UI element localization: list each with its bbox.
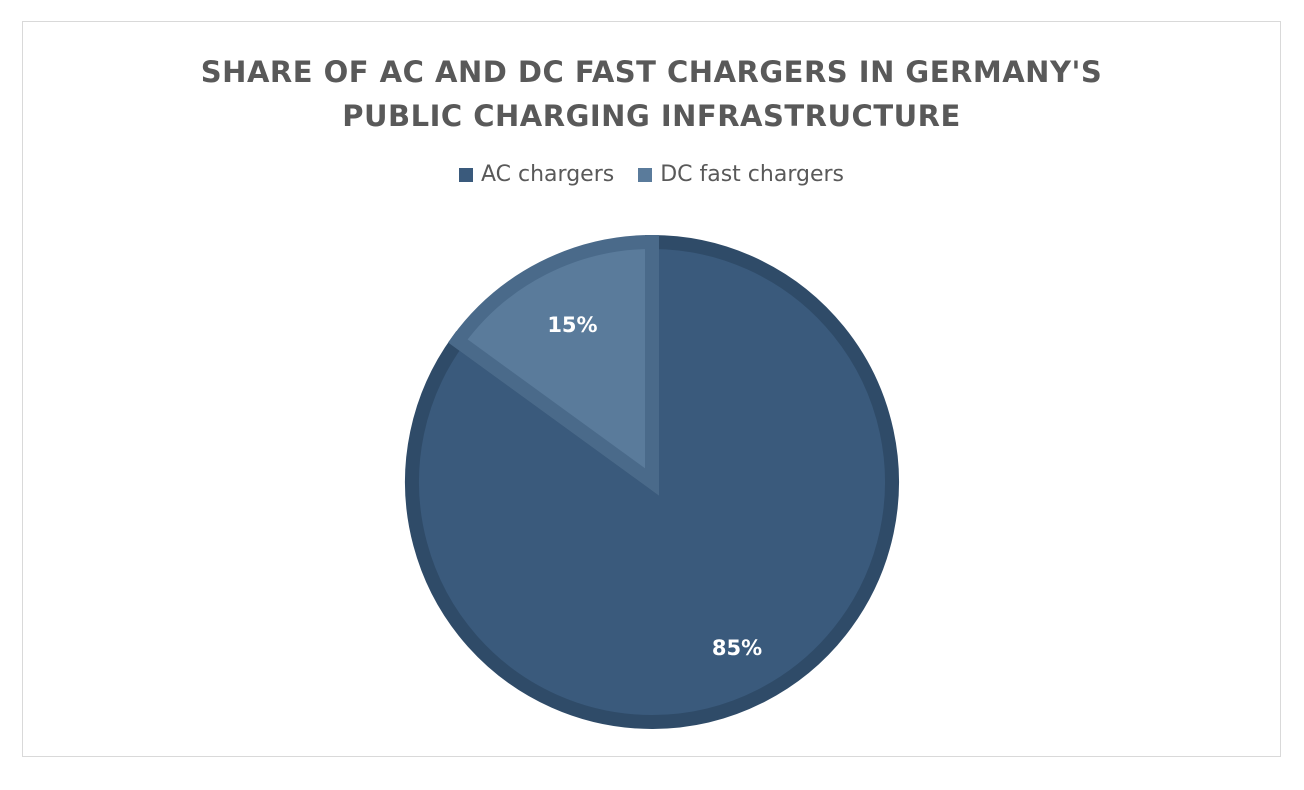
chart-title-line-2: PUBLIC CHARGING INFRASTRUCTURE [342, 99, 961, 133]
chart-title: SHARE OF AC AND DC FAST CHARGERS IN GERM… [23, 50, 1280, 138]
pie-slice-dc-fast-chargers[interactable] [448, 234, 659, 496]
legend: AC chargers DC fast chargers [23, 162, 1280, 187]
data-label-dc-fast-chargers: 15% [547, 313, 597, 337]
legend-item-dc-fast-chargers[interactable]: DC fast chargers [638, 162, 844, 187]
legend-label-dc: DC fast chargers [660, 162, 844, 187]
legend-swatch-ac [459, 167, 473, 182]
pie-chart: 85% 15% [405, 234, 899, 729]
legend-swatch-dc [638, 167, 653, 182]
legend-item-ac-chargers[interactable]: AC chargers [459, 162, 614, 187]
chart-area: SHARE OF AC AND DC FAST CHARGERS IN GERM… [22, 21, 1281, 757]
legend-label-ac: AC chargers [481, 162, 615, 187]
chart-title-line-1: SHARE OF AC AND DC FAST CHARGERS IN GERM… [200, 55, 1103, 89]
data-label-ac-chargers: 85% [712, 636, 762, 660]
